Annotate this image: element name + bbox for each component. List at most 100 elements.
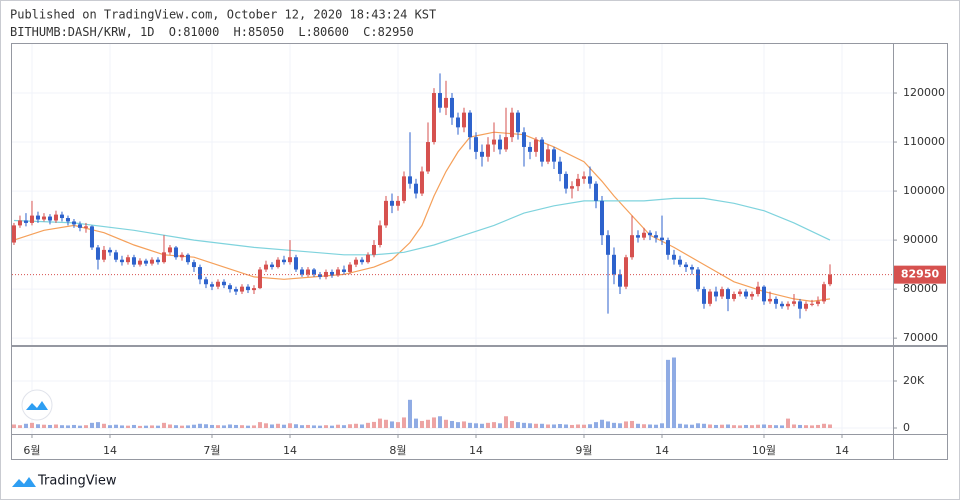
volume-bar (317, 425, 322, 429)
candle-body (41, 216, 46, 220)
candle-body (473, 137, 478, 152)
candle-body (803, 303, 808, 309)
candle-body (221, 281, 226, 286)
volume-bar (527, 423, 532, 429)
y-tick-label: 100000 (903, 184, 945, 197)
volume-bar (587, 424, 592, 429)
candle-body (461, 112, 466, 128)
moving-average (13, 197, 831, 256)
candle-body (317, 274, 322, 277)
x-tick-label: 14 (283, 444, 297, 457)
ohlc-label: L: (298, 25, 312, 39)
volume-bar (209, 424, 214, 429)
candle-body (557, 161, 562, 174)
candle-body (725, 289, 730, 299)
candle-body (785, 303, 790, 307)
candle-body (359, 259, 364, 263)
candle-body (47, 216, 52, 221)
candle-body (161, 252, 166, 263)
volume-bar (437, 416, 442, 429)
y-tick-label: 80000 (903, 282, 938, 295)
volume-bar (593, 422, 598, 429)
moving-average (13, 131, 831, 303)
x-tick-label: 8월 (389, 444, 406, 457)
candle-body (605, 235, 610, 255)
candle-body (53, 214, 58, 221)
ohlc-value: 85050 (248, 25, 284, 39)
candle-body (779, 303, 784, 307)
candle-body (227, 285, 232, 290)
candle-body (341, 269, 346, 272)
candle-body (593, 183, 598, 201)
candle-body (551, 149, 556, 162)
brand-logo: TradingView (12, 474, 117, 489)
candle-body (617, 274, 622, 287)
y-tick-label: 90000 (903, 233, 938, 246)
volume-bar (263, 423, 268, 429)
candle-body (35, 215, 40, 220)
volume-bar (401, 417, 406, 429)
symbol-line: BITHUMB:DASH/KRW, 1D O:81000 H:85050 L:8… (10, 25, 414, 39)
layers: 6월 14 7월 14 8월 14 9월 14 10월 14 70000 80000 90000 1000… (11, 44, 946, 457)
volume-bar (413, 418, 418, 429)
x-tick-label: 10월 (752, 444, 776, 457)
candle-body (659, 237, 664, 241)
candle-body (209, 284, 214, 287)
candle-body (125, 257, 130, 263)
volume-bar (377, 418, 382, 429)
candle-body (413, 183, 418, 194)
candle-body (791, 301, 796, 304)
volume-bar (71, 424, 76, 429)
volume-bar (35, 424, 40, 429)
volume-bar (131, 424, 136, 429)
volume-bar (179, 425, 184, 429)
candle-body (425, 142, 430, 172)
y-tick-label: 70000 (903, 331, 938, 344)
ohlc-label: H: (234, 25, 248, 39)
volume-bar (677, 423, 682, 429)
volume-bar (695, 423, 700, 429)
volume-bar (23, 423, 28, 429)
candle-body (29, 215, 34, 223)
candle-body (719, 289, 724, 297)
volume-bar (335, 424, 340, 429)
volume-bar (521, 422, 526, 429)
volume-bar (647, 424, 652, 429)
volume-bar (155, 425, 160, 429)
candle-body (761, 286, 766, 302)
candle-body (263, 264, 268, 270)
x-tick-label: 14 (835, 444, 849, 457)
volume-bar (713, 424, 718, 429)
candle-body (581, 176, 586, 179)
candle-body (677, 259, 682, 265)
candle-body (293, 257, 298, 270)
volume-bar (563, 424, 568, 429)
candle-body (143, 260, 148, 264)
volume-bar (383, 419, 388, 429)
volume-bar (743, 424, 748, 429)
volume-bar (41, 424, 46, 429)
x-tick-label: 14 (103, 444, 117, 457)
candle-body (683, 264, 688, 268)
volume-bar (545, 424, 550, 429)
candle-body (701, 289, 706, 304)
candle-body (743, 291, 748, 297)
candle-body (287, 257, 292, 263)
candle-body (179, 254, 184, 258)
volume-bar (653, 424, 658, 429)
volume-bar (827, 424, 832, 429)
volume-bar (599, 419, 604, 429)
volume-bar (455, 422, 460, 429)
volume-bar (203, 424, 208, 429)
volume-tick-label: 0 (903, 421, 910, 434)
candle-body (611, 254, 616, 275)
candle-body (191, 262, 196, 268)
candle-body (665, 240, 670, 255)
volume-bar (29, 422, 34, 429)
volume-bar (233, 424, 238, 429)
volume-logo (21, 389, 53, 421)
volume-bar (83, 425, 88, 429)
candle-body (59, 214, 64, 219)
